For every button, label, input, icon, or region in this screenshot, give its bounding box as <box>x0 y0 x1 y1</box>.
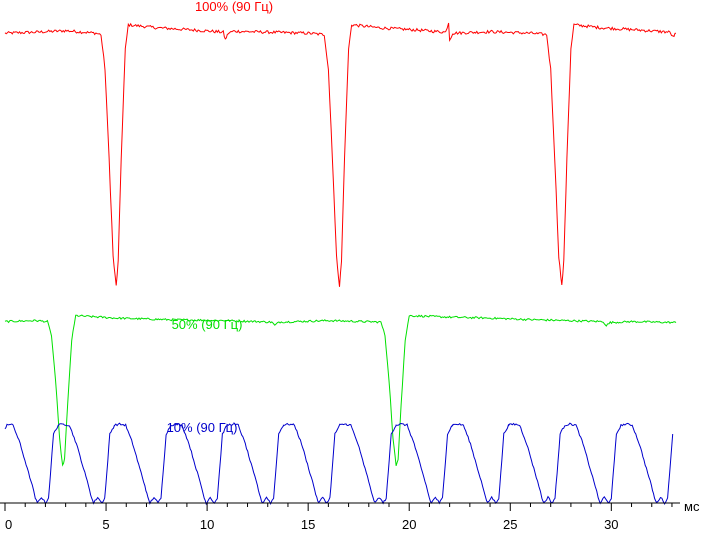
trace-group <box>4 22 677 506</box>
x-tick-label: 10 <box>200 517 214 532</box>
series-label-50: 50% (90 Гц) <box>172 317 243 332</box>
series-line-100 <box>4 22 677 287</box>
series-labels: 100% (90 Гц) 50% (90 Гц) 10% (90 Гц) <box>167 0 273 435</box>
x-tick-label: 0 <box>5 517 12 532</box>
x-tick-label: 5 <box>102 517 109 532</box>
x-axis-label: мс <box>684 499 700 514</box>
x-tick-label: 25 <box>503 517 517 532</box>
series-label-100: 100% (90 Гц) <box>195 0 273 14</box>
series-line-10 <box>4 422 674 506</box>
x-tick-label: 15 <box>301 517 315 532</box>
x-axis-ticks: 0 5 10 15 20 25 30 <box>4 503 673 532</box>
x-tick-label: 20 <box>402 517 416 532</box>
x-tick-label: 30 <box>604 517 618 532</box>
series-line-50 <box>4 314 677 467</box>
x-axis: 0 5 10 15 20 25 30 мс <box>0 499 700 532</box>
series-label-10: 10% (90 Гц) <box>167 420 238 435</box>
